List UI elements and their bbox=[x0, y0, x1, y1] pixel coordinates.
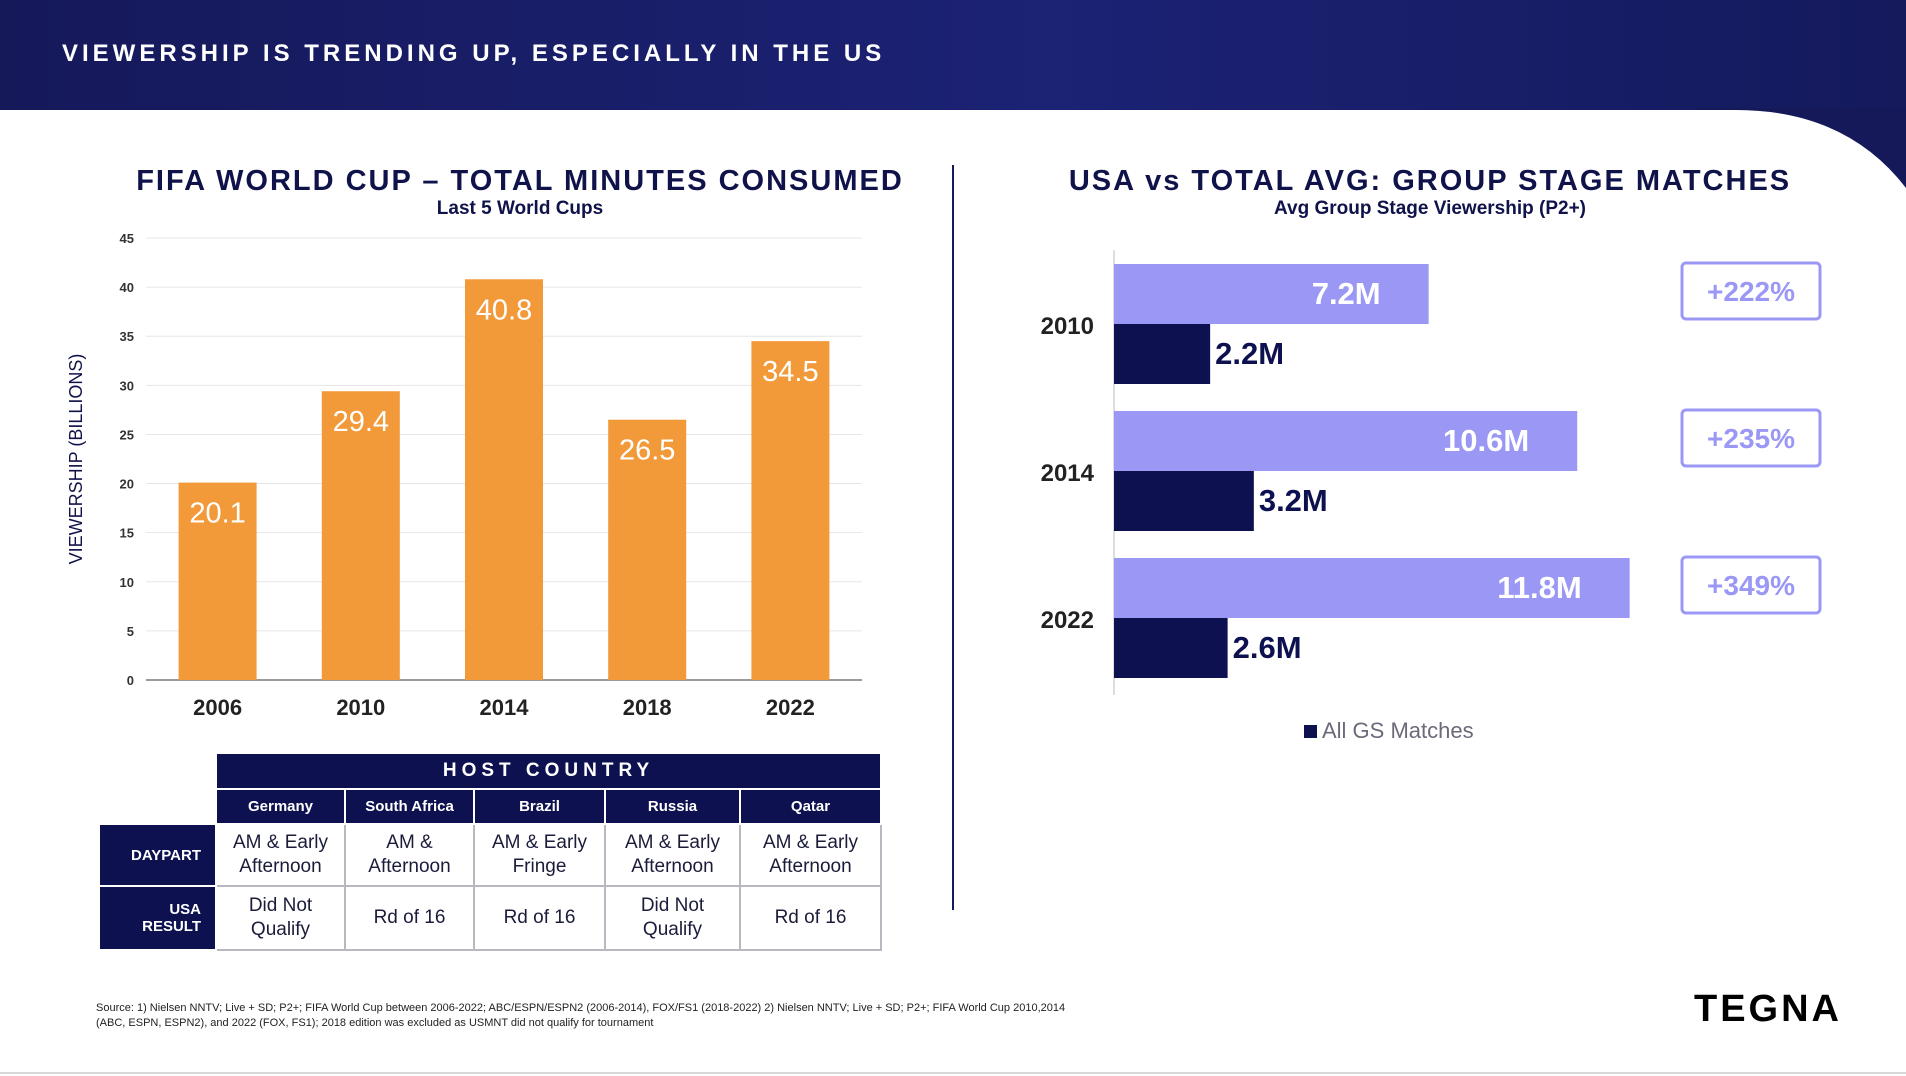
bar-usa-2014 bbox=[1114, 471, 1254, 531]
bar-value-label: 40.8 bbox=[476, 294, 532, 326]
host-country-header: HOST COUNTRY bbox=[215, 752, 882, 790]
table-cell: AM & Afternoon bbox=[344, 823, 475, 887]
x-tick-label: 2022 bbox=[766, 695, 815, 720]
growth-badge bbox=[1680, 261, 1822, 321]
source-line: Source: 1) Nielsen NNTV; Live + SD; P2+;… bbox=[96, 1002, 1066, 1014]
table-row: USA RESULT Did Not Qualify Rd of 16 Rd of … bbox=[98, 885, 882, 951]
section-divider bbox=[952, 165, 954, 910]
hbar-chart-title: USA vs TOTAL AVG: GROUP STAGE MATCHES bbox=[1068, 165, 1792, 197]
legend-label: All GS Matches bbox=[1322, 718, 1474, 743]
source-line: (ABC, ESPN, ESPN2), and 2022 (FOX, FS1);… bbox=[96, 1017, 654, 1029]
country-south-africa: South Africa bbox=[344, 788, 475, 825]
bar-usa-2022 bbox=[1114, 618, 1228, 678]
bar-2018 bbox=[608, 419, 687, 680]
bottom-rule bbox=[0, 1072, 1906, 1074]
header-banner: VIEWERSHIP IS TRENDING UP, ESPECIALLY IN… bbox=[0, 0, 1906, 110]
y-tick-label: 2022 bbox=[1041, 607, 1094, 634]
bar-value-label: 20.1 bbox=[189, 498, 245, 530]
table-cell: Rd of 16 bbox=[739, 885, 882, 951]
page-title: VIEWERSHIP IS TRENDING UP, ESPECIALLY IN… bbox=[62, 40, 886, 67]
table-corner bbox=[99, 753, 216, 789]
bar-value-label: 34.5 bbox=[762, 356, 818, 388]
growth-badge bbox=[1680, 408, 1822, 468]
y-tick-label: 40 bbox=[120, 280, 134, 295]
bar-usa-label: 2.2M bbox=[1215, 336, 1284, 371]
table-cell: Rd of 16 bbox=[473, 885, 606, 951]
table-cell: AM & Early Afternoon bbox=[604, 823, 741, 887]
bar-total-2022 bbox=[1114, 558, 1630, 618]
bar-total-label: 11.8M bbox=[1497, 570, 1581, 605]
bar-2014 bbox=[465, 279, 543, 680]
bar-total-label: 7.2M bbox=[1312, 276, 1381, 311]
table-cell: AM & Early Fringe bbox=[473, 823, 606, 887]
host-country-table: HOST COUNTRY Germany South Africa Brazil… bbox=[98, 752, 882, 951]
y-tick-label: 35 bbox=[120, 329, 134, 344]
table-cell: Did Not Qualify bbox=[604, 885, 741, 951]
row-label-daypart: DAYPART bbox=[98, 823, 217, 887]
y-tick-label: 2010 bbox=[1041, 313, 1094, 340]
table-cell: AM & Early Afternoon bbox=[739, 823, 882, 887]
y-tick-label: 15 bbox=[120, 526, 134, 541]
source-note: Source: 1) Nielsen NNTV; Live + SD; P2+;… bbox=[96, 1001, 1156, 1031]
legend-swatch bbox=[1304, 725, 1317, 738]
country-germany: Germany bbox=[215, 788, 346, 825]
x-tick-label: 2018 bbox=[623, 695, 672, 720]
country-brazil: Brazil bbox=[473, 788, 606, 825]
bar-value-label: 29.4 bbox=[333, 406, 389, 438]
y-tick-label: 30 bbox=[120, 378, 134, 393]
growth-label: +222% bbox=[1707, 276, 1795, 307]
y-tick-label: 0 bbox=[127, 673, 134, 688]
hbar-chart-subtitle: Avg Group Stage Viewership (P2+) bbox=[1274, 198, 1586, 219]
bar-total-2014 bbox=[1114, 411, 1578, 471]
minutes-bar-chart: 0 5 10 15 20 25 30 35 40 45 VIEWERSHIP (BILLIONS) 2… bbox=[66, 231, 862, 720]
group-stage-bar-chart: 7.2M 2.2M 2010 +222% 10.6M 3.2M 2014 +235% 11.8M… bbox=[1041, 250, 1822, 743]
header-wedge bbox=[1696, 108, 1906, 188]
bar-usa-label: 3.2M bbox=[1259, 483, 1328, 518]
country-qatar: Qatar bbox=[739, 788, 882, 825]
growth-badge bbox=[1680, 555, 1822, 615]
bar-total-label: 10.6M bbox=[1443, 423, 1529, 458]
bar-usa-label: 2.6M bbox=[1233, 630, 1302, 665]
bar-2022 bbox=[751, 341, 830, 680]
bar-total-2010 bbox=[1114, 264, 1429, 324]
bar-2006 bbox=[178, 482, 257, 680]
y-tick-label: 10 bbox=[120, 575, 134, 590]
growth-label: +235% bbox=[1707, 423, 1795, 454]
country-russia: Russia bbox=[604, 788, 741, 825]
y-tick-label: 2014 bbox=[1041, 460, 1095, 487]
table-cell: Rd of 16 bbox=[344, 885, 475, 951]
bar-usa-2010 bbox=[1114, 324, 1211, 384]
x-tick-label: 2006 bbox=[193, 695, 242, 720]
y-tick-label: 20 bbox=[120, 477, 134, 492]
tegna-logo: TEGNA bbox=[1694, 988, 1842, 1030]
y-tick-label: 5 bbox=[127, 624, 134, 639]
table-cell: Did Not Qualify bbox=[215, 885, 346, 951]
bar-value-label: 26.5 bbox=[619, 435, 675, 467]
bar-2010 bbox=[321, 391, 400, 680]
bar-chart-title: FIFA WORLD CUP – TOTAL MINUTES CONSUMED bbox=[136, 165, 904, 197]
x-tick-label: 2014 bbox=[480, 695, 530, 720]
row-label-usa-result: USA RESULT bbox=[98, 885, 217, 951]
y-axis-label: VIEWERSHIP (BILLIONS) bbox=[66, 354, 86, 565]
x-tick-label: 2010 bbox=[336, 695, 385, 720]
bar-chart-subtitle: Last 5 World Cups bbox=[436, 198, 604, 219]
y-tick-label: 25 bbox=[120, 427, 134, 442]
table-corner bbox=[99, 789, 216, 824]
table-cell: AM & Early Afternoon bbox=[215, 823, 346, 887]
table-row: DAYPART AM & Early Afternoon AM & Afternoo… bbox=[98, 823, 882, 887]
y-tick-label: 45 bbox=[120, 231, 134, 246]
growth-label: +349% bbox=[1707, 570, 1795, 601]
